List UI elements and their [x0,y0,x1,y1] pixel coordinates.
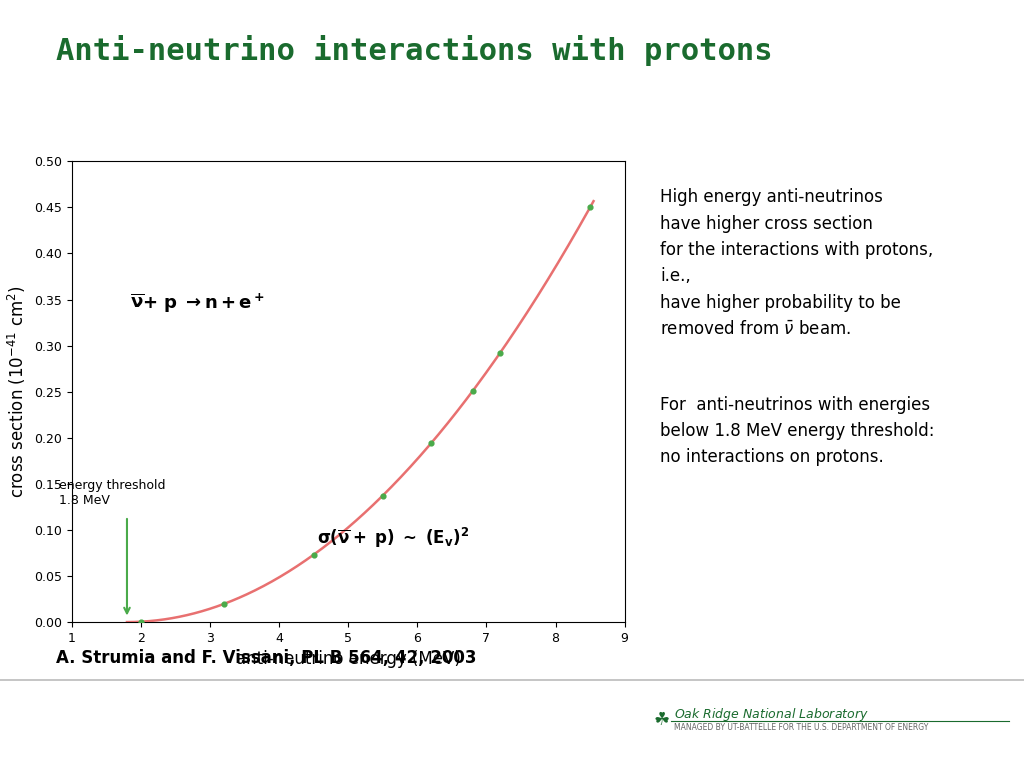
Text: ☘: ☘ [653,710,670,729]
Point [423,437,439,449]
Text: $\mathbf{\sigma(\overline{\nu}+ \ p) \ \sim \ (E_v)^2}$: $\mathbf{\sigma(\overline{\nu}+ \ p) \ \… [317,525,469,550]
Point [493,346,509,359]
Text: $\mathbf{\mathit{Oak\ Ridge\ National\ Laboratory}}$: $\mathbf{\mathit{Oak\ Ridge\ National\ L… [674,706,868,723]
Text: MANAGED BY UT-BATTELLE FOR THE U.S. DEPARTMENT OF ENERGY: MANAGED BY UT-BATTELLE FOR THE U.S. DEPA… [674,723,928,732]
Text: For  anti-neutrinos with energies
below 1.8 MeV energy threshold:
no interaction: For anti-neutrinos with energies below 1… [660,396,935,466]
Point [305,548,322,561]
Point [216,598,232,610]
Text: A. Strumia and F. Vissani, PL B 564, 42, 2003: A. Strumia and F. Vissani, PL B 564, 42,… [56,649,477,667]
Point [133,616,150,628]
Point [582,201,598,214]
Text: Anti-neutrino interactions with protons: Anti-neutrino interactions with protons [56,35,773,65]
Point [465,385,481,397]
Text: High energy anti-neutrinos
have higher cross section
for the interactions with p: High energy anti-neutrinos have higher c… [660,188,934,338]
X-axis label: anti-neutrino energy (MeV): anti-neutrino energy (MeV) [236,650,461,668]
Point [375,489,391,502]
Text: $\mathbf{\overline{\nu}}$$\mathbf{+ \ p \ \rightarrow n + e^+}$: $\mathbf{\overline{\nu}}$$\mathbf{+ \ p … [130,292,265,315]
Text: energy threshold
1.8 MeV: energy threshold 1.8 MeV [59,479,166,507]
Y-axis label: cross section (10$^{-41}$ cm$^2$): cross section (10$^{-41}$ cm$^2$) [6,286,29,498]
